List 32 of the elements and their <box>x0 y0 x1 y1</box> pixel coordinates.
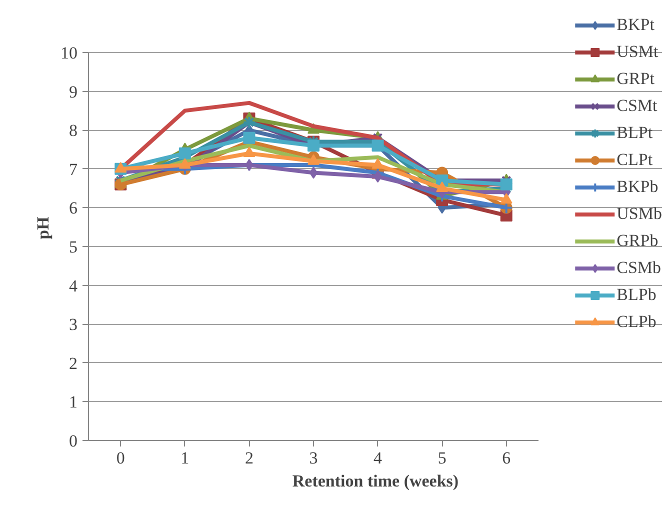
legend-label: CSMb <box>616 258 662 278</box>
legend-label: GRPt <box>616 69 654 89</box>
y-tick-label: 7 <box>69 160 78 179</box>
y-tick-label: 10 <box>60 44 78 62</box>
legend-label: CLPb <box>616 312 656 332</box>
legend-label: BLPt <box>616 123 653 143</box>
legend-label: BKPb <box>616 177 658 197</box>
legend-label: USMb <box>616 204 662 224</box>
y-tick-label: 9 <box>69 82 78 102</box>
x-tick-label: 6 <box>502 448 511 468</box>
legend-label: BKPt <box>616 15 654 35</box>
legend-label: CSMt <box>616 96 658 116</box>
y-axis-title: pH <box>34 216 52 240</box>
x-tick-label: 5 <box>438 448 446 468</box>
legend-label: CLPt <box>616 150 653 170</box>
x-tick-label: 1 <box>180 448 190 468</box>
x-tick-label: 0 <box>116 448 125 468</box>
x-tick-label: 3 <box>309 448 318 468</box>
y-tick-label: 5 <box>69 238 78 256</box>
x-tick-label: 4 <box>374 448 383 468</box>
y-tick-label: 1 <box>69 392 78 412</box>
legend-label: BLPb <box>616 285 656 305</box>
legend-label: USMt <box>616 42 658 62</box>
y-tick-label: 0 <box>69 432 78 450</box>
y-tick-label: 6 <box>69 198 78 218</box>
y-tick-label: 4 <box>69 276 78 296</box>
x-axis-title: Retention time (weeks) <box>292 472 459 490</box>
y-tick-label: 8 <box>69 121 78 140</box>
x-tick-label: 2 <box>244 448 254 468</box>
y-tick-label: 3 <box>69 315 78 334</box>
legend-label: GRPb <box>616 231 658 251</box>
y-tick-label: 2 <box>69 354 78 373</box>
